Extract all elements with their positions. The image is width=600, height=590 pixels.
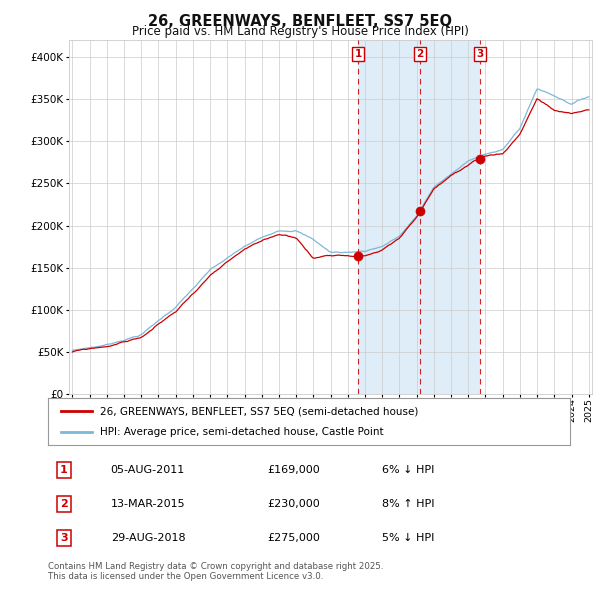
Text: Price paid vs. HM Land Registry's House Price Index (HPI): Price paid vs. HM Land Registry's House … [131, 25, 469, 38]
Text: £230,000: £230,000 [267, 499, 320, 509]
Text: 2: 2 [60, 499, 68, 509]
Text: 26, GREENWAYS, BENFLEET, SS7 5EQ (semi-detached house): 26, GREENWAYS, BENFLEET, SS7 5EQ (semi-d… [100, 407, 419, 417]
Text: 13-MAR-2015: 13-MAR-2015 [110, 499, 185, 509]
Text: 5% ↓ HPI: 5% ↓ HPI [382, 533, 434, 543]
Bar [358, 40, 479, 394]
Text: 8% ↑ HPI: 8% ↑ HPI [382, 499, 434, 509]
Text: 2: 2 [416, 49, 424, 59]
Text: 6% ↓ HPI: 6% ↓ HPI [382, 466, 434, 475]
Text: £275,000: £275,000 [267, 533, 320, 543]
Text: 3: 3 [476, 49, 483, 59]
Text: £169,000: £169,000 [267, 466, 320, 475]
Text: 29-AUG-2018: 29-AUG-2018 [110, 533, 185, 543]
Text: 1: 1 [355, 49, 362, 59]
Text: 3: 3 [60, 533, 67, 543]
Text: HPI: Average price, semi-detached house, Castle Point: HPI: Average price, semi-detached house,… [100, 427, 384, 437]
Text: 05-AUG-2011: 05-AUG-2011 [110, 466, 185, 475]
Text: 26, GREENWAYS, BENFLEET, SS7 5EQ: 26, GREENWAYS, BENFLEET, SS7 5EQ [148, 14, 452, 28]
Text: 1: 1 [60, 466, 68, 475]
Text: Contains HM Land Registry data © Crown copyright and database right 2025.
This d: Contains HM Land Registry data © Crown c… [48, 562, 383, 581]
